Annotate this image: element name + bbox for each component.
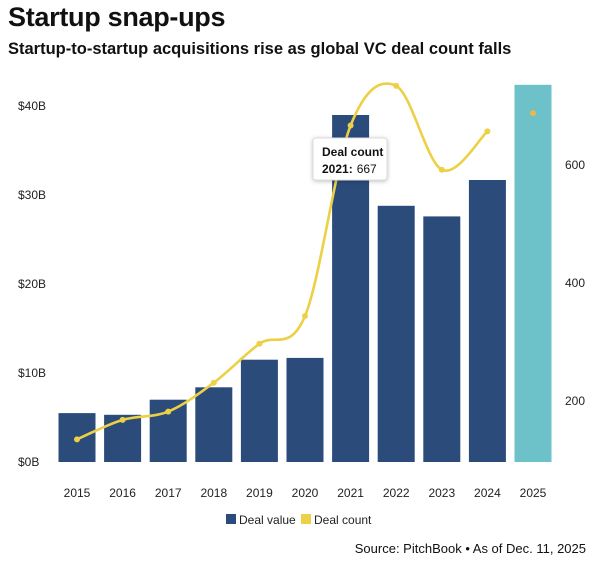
point-2016[interactable] xyxy=(119,416,126,423)
chart-title: Startup snap-ups xyxy=(8,2,226,32)
x-tick-2016: 2016 xyxy=(109,486,136,500)
x-tick-2022: 2022 xyxy=(383,486,410,500)
y-right-tick-400: 400 xyxy=(565,276,585,290)
point-2023[interactable] xyxy=(438,166,445,173)
y-left-tick-30: $30B xyxy=(18,188,46,202)
point-2025[interactable] xyxy=(530,110,536,117)
y-left-tick-40: $40B xyxy=(18,99,46,113)
point-2021[interactable] xyxy=(347,122,354,129)
legend-swatch-deal-value[interactable] xyxy=(226,514,236,524)
legend-label-deal-value[interactable]: Deal value xyxy=(239,513,296,527)
y-left-tick-0: $0B xyxy=(18,455,39,469)
point-2017[interactable] xyxy=(165,408,172,415)
point-2015[interactable] xyxy=(74,436,80,443)
bar-2022[interactable] xyxy=(377,205,415,463)
bar-2025[interactable] xyxy=(514,84,552,463)
y-right-tick-600: 600 xyxy=(565,158,585,172)
bar-2019[interactable] xyxy=(240,359,278,462)
tooltip: Deal count 2021: 667 xyxy=(312,137,388,181)
tooltip-year: 2021: xyxy=(322,162,353,176)
tooltip-box xyxy=(312,137,388,181)
tooltip-value-line: 2021: 667 xyxy=(322,162,377,176)
x-tick-2024: 2024 xyxy=(474,486,501,500)
x-tick-2018: 2018 xyxy=(200,486,227,500)
line-layer xyxy=(74,82,536,443)
x-tick-2017: 2017 xyxy=(155,486,182,500)
legend: Deal value Deal count xyxy=(226,513,372,527)
bar-2020[interactable] xyxy=(286,357,324,462)
axis-layer: 2015 2016 2017 2018 2019 2020 2021 2022 2023 2024… xyxy=(18,99,585,500)
bar-2018[interactable] xyxy=(195,387,233,462)
x-tick-2015: 2015 xyxy=(64,486,91,500)
point-2024[interactable] xyxy=(484,128,491,135)
y-left-tick-20: $20B xyxy=(18,277,46,291)
tooltip-label: Deal count xyxy=(322,145,383,159)
legend-label-deal-count[interactable]: Deal count xyxy=(314,513,372,527)
tooltip-value: 667 xyxy=(357,162,377,176)
bar-2024[interactable] xyxy=(468,180,506,462)
source-note: Source: PitchBook • As of Dec. 11, 2025 xyxy=(354,541,586,556)
x-tick-2020: 2020 xyxy=(292,486,319,500)
point-2022[interactable] xyxy=(393,82,400,89)
x-tick-2019: 2019 xyxy=(246,486,273,500)
point-2019[interactable] xyxy=(256,340,263,347)
y-left-tick-10: $10B xyxy=(18,366,46,380)
bar-2023[interactable] xyxy=(423,216,461,462)
point-2020[interactable] xyxy=(302,313,308,319)
legend-swatch-deal-count[interactable] xyxy=(301,514,311,524)
x-tick-2021: 2021 xyxy=(337,486,364,500)
point-2018[interactable] xyxy=(210,379,217,386)
chart-subtitle: Startup-to-startup acquisitions rise as … xyxy=(8,40,512,58)
x-tick-2023: 2023 xyxy=(428,486,455,500)
y-right-tick-200: 200 xyxy=(565,394,585,408)
x-tick-2025: 2025 xyxy=(520,486,547,500)
